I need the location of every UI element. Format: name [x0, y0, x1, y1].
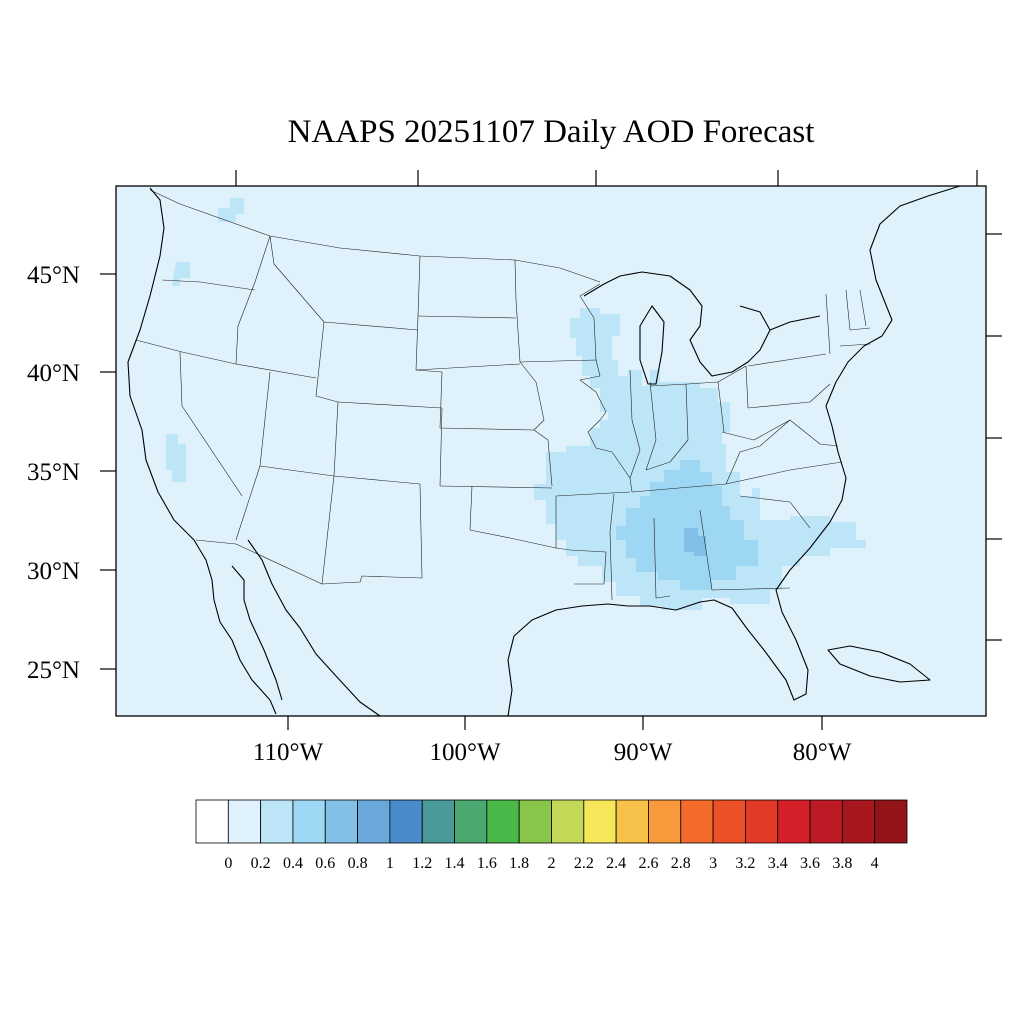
- lat-label-45: 45°N: [27, 262, 80, 289]
- colorbar-label: 2.6: [638, 855, 658, 872]
- california-central-valley-plume: [166, 434, 186, 482]
- colorbar-label: 2.4: [606, 855, 626, 872]
- colorbar-swatch: [551, 799, 585, 844]
- colorbar-label: 2: [548, 855, 556, 872]
- colorbar-swatch: [809, 799, 843, 844]
- lat-label-35: 35°N: [27, 459, 80, 486]
- colorbar-swatch: [712, 799, 746, 844]
- lon-label-110: 110°W: [253, 739, 324, 766]
- colorbar-swatch: [841, 799, 876, 844]
- lon-label-100: 100°W: [429, 739, 500, 766]
- aod-plumes: [166, 198, 866, 610]
- colorbar-swatch: [357, 799, 391, 844]
- colorbar-swatch: [292, 799, 326, 844]
- colorbar-swatch: [518, 799, 552, 844]
- colorbar: 0 0.2 0.4 0.6 0.8 1 1.2 1.4 1.6 1.8 2 2.2 2.4 2.6 2.8 3…: [195, 799, 908, 872]
- alabama-peak: [684, 528, 706, 556]
- colorbar-label: 1.2: [412, 855, 432, 872]
- colorbar-swatch: [389, 799, 423, 844]
- colorbar-label: 3.4: [768, 855, 788, 872]
- colorbar-label: 1.6: [477, 855, 497, 872]
- colorbar-swatch: [615, 799, 649, 844]
- coastlines: [127, 185, 961, 717]
- colorbar-label: 1.8: [509, 855, 529, 872]
- colorbar-swatch: [260, 799, 294, 844]
- lat-label-40: 40°N: [27, 360, 80, 387]
- colorbar-label: 0.2: [251, 855, 271, 872]
- longitude-labels: 110°W 100°W 90°W 80°W: [253, 739, 852, 766]
- lat-label-25: 25°N: [27, 657, 80, 684]
- colorbar-swatch: [777, 799, 811, 844]
- colorbar-swatch: [486, 799, 520, 844]
- colorbar-label: 3.8: [832, 855, 852, 872]
- state-boundaries: [135, 189, 871, 601]
- colorbar-swatch: [195, 799, 229, 844]
- colorbar-swatch: [227, 799, 262, 844]
- lon-label-80: 80°W: [793, 739, 852, 766]
- colorbar-swatch: [421, 799, 455, 844]
- southeast-plume: [616, 460, 758, 590]
- lon-label-90: 90°W: [614, 739, 673, 766]
- colorbar-label: 1.4: [445, 855, 465, 872]
- colorbar-label: 1: [386, 855, 394, 872]
- colorbar-label: 2.2: [574, 855, 594, 872]
- colorbar-label: 0: [224, 855, 232, 872]
- colorbar-label: 2.8: [671, 855, 691, 872]
- colorbar-label: 3: [709, 855, 717, 872]
- pacific-northwest-plume: [172, 198, 244, 286]
- colorbar-swatch: [583, 799, 617, 844]
- colorbar-label: 3.2: [735, 855, 755, 872]
- colorbar-label: 0.4: [283, 855, 303, 872]
- colorbar-swatch: [454, 799, 488, 844]
- colorbar-label: 0.8: [348, 855, 368, 872]
- colorbar-label: 0.6: [315, 855, 335, 872]
- figure-title: NAAPS 20251107 Daily AOD Forecast: [288, 114, 815, 150]
- map-background-aod: [116, 186, 986, 716]
- colorbar-label: 4: [871, 855, 879, 872]
- map-panel: [115, 185, 987, 717]
- colorbar-swatch: [745, 799, 779, 844]
- axis-ticks: [100, 170, 1002, 730]
- colorbar-swatch: [324, 799, 358, 844]
- map-frame: [115, 185, 987, 717]
- colorbar-swatch: [648, 799, 682, 844]
- lat-label-30: 30°N: [27, 558, 80, 585]
- colorbar-swatch: [680, 799, 714, 844]
- colorbar-swatch: [874, 799, 908, 844]
- latitude-labels: 45°N 40°N 35°N 30°N 25°N: [27, 262, 80, 684]
- colorbar-label: 3.6: [800, 855, 820, 872]
